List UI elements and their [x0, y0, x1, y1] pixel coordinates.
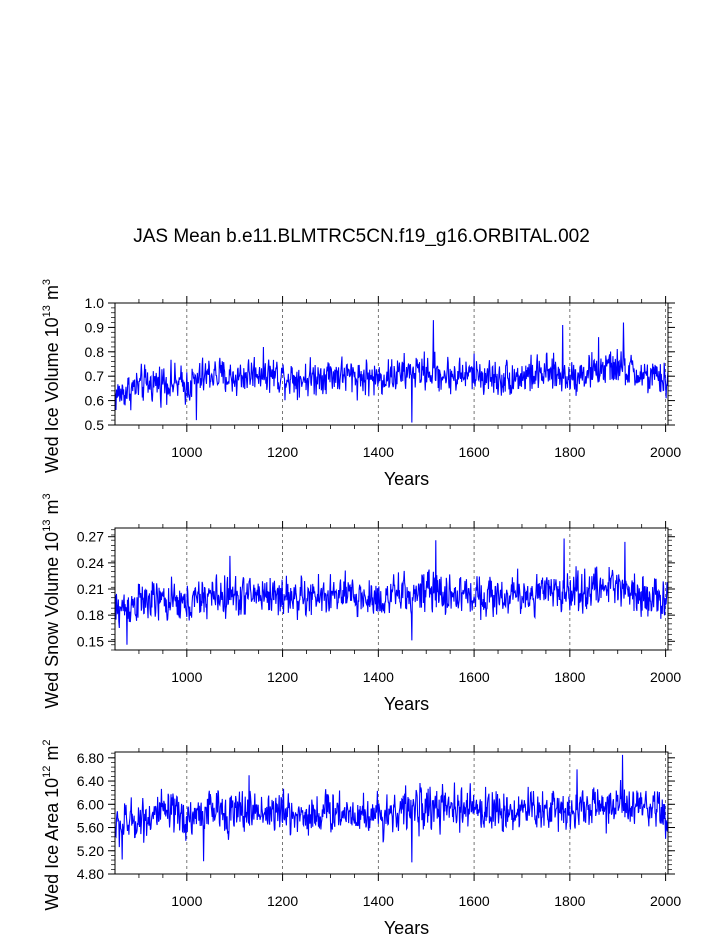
x-tick-label: 1800: [554, 669, 585, 685]
x-tick-label: 1600: [459, 444, 490, 460]
y-tick-label: 6.40: [77, 773, 104, 789]
series-line: [114, 320, 669, 423]
x-tick-label: 1800: [554, 444, 585, 460]
y-tick-label: 0.27: [77, 529, 104, 545]
y-tick-label: 1.0: [85, 295, 105, 311]
y-tick-label: 0.7: [85, 368, 105, 384]
x-tick-label: 2000: [650, 893, 681, 909]
x-tick-label: 1200: [267, 669, 298, 685]
x-tick-label: 1600: [459, 669, 490, 685]
y-tick-label: 4.80: [77, 866, 104, 882]
y-tick-label: 5.20: [77, 843, 104, 859]
y-tick-label: 0.18: [77, 607, 104, 623]
chart-panel-1: 1000 1200 1400 1600 1800 2000 0.5 0.6 0.7 0.8 0.9 1…: [41, 279, 681, 489]
y-tick-label: 6.00: [77, 796, 104, 812]
x-tick-label: 1800: [554, 893, 585, 909]
y-axis-label: Wed Snow Volume 1013 m3: [41, 493, 62, 708]
y-tick-label: 5.60: [77, 820, 104, 836]
y-tick-label: 0.5: [85, 417, 105, 433]
x-tick-label: 1600: [459, 893, 490, 909]
y-tick-label: 0.8: [85, 344, 105, 360]
x-tick-label: 1000: [171, 444, 202, 460]
series-line: [114, 754, 669, 863]
x-tick-label: 1200: [267, 893, 298, 909]
chart-title: JAS Mean b.e11.BLMTRC5CN.f19_g16.ORBITAL…: [133, 226, 590, 247]
chart-panel-3: 1000 1200 1400 1600 1800 2000 4.80 5.20 5.60 6.00…: [41, 739, 681, 935]
x-tick-label: 1400: [363, 444, 394, 460]
series-line: [114, 538, 669, 645]
x-tick-label: 1400: [363, 893, 394, 909]
x-axis-label: Years: [384, 918, 429, 935]
y-tick-label: 0.15: [77, 633, 104, 649]
y-axis-label: Wed Ice Volume 1013 m3: [41, 279, 62, 473]
x-tick-label: 2000: [650, 444, 681, 460]
x-tick-label: 1400: [363, 669, 394, 685]
x-axis-label: Years: [384, 469, 429, 489]
y-tick-label: 0.24: [77, 555, 104, 571]
x-tick-label: 1200: [267, 444, 298, 460]
plot-frame: [114, 751, 669, 875]
plot-frame: [114, 302, 669, 426]
x-axis-label: Years: [384, 694, 429, 714]
y-tick-label: 0.9: [85, 319, 105, 335]
x-tick-label: 2000: [650, 669, 681, 685]
x-tick-label: 1000: [171, 669, 202, 685]
x-tick-label: 1000: [171, 893, 202, 909]
y-tick-label: 6.80: [77, 750, 104, 766]
y-tick-label: 0.21: [77, 581, 104, 597]
y-tick-label: 0.6: [85, 393, 105, 409]
y-axis-label: Wed Ice Area 1012 m2: [41, 739, 62, 910]
chart-panel-2: 1000 1200 1400 1600 1800 2000 0.15 0.18 0.21 0.24…: [41, 493, 681, 714]
